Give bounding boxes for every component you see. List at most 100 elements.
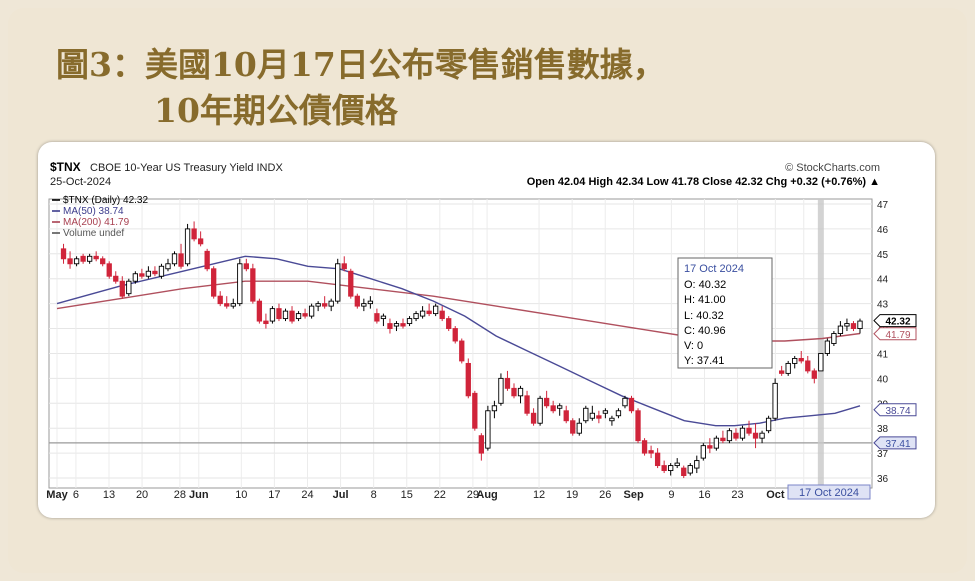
- candle-body: [517, 387, 524, 397]
- candle-body: [100, 258, 106, 265]
- tooltip-line-open: O: 40.32: [684, 279, 726, 291]
- candle-body: [217, 295, 223, 305]
- price-tag-box: [873, 436, 917, 450]
- price-tag-box: [873, 327, 917, 341]
- price-tag-box: [873, 403, 917, 417]
- y-tick-label: 36: [877, 474, 889, 485]
- candle-body: [348, 270, 354, 297]
- candle-body: [694, 460, 700, 469]
- candle-body: [720, 437, 726, 442]
- candle-body: [785, 362, 791, 374]
- candle-body: [798, 357, 804, 362]
- candle-body: [380, 315, 387, 320]
- candle-body: [831, 333, 837, 344]
- candle-body: [106, 263, 112, 277]
- candle-body: [322, 303, 328, 307]
- candle-body: [250, 268, 256, 302]
- candle-body: [609, 417, 615, 422]
- x-tick-label: 8: [371, 489, 377, 501]
- chart-symbol: $TNX: [50, 160, 81, 174]
- tooltip-line-high: H: 41.00: [684, 294, 726, 306]
- candle-body: [433, 305, 439, 315]
- candle-body: [759, 432, 765, 439]
- y-tick-label: 43: [877, 300, 889, 311]
- candle-body: [491, 405, 498, 412]
- price-tags: 42.32 41.79 38.74 37.41: [873, 314, 917, 450]
- candle-body: [413, 313, 419, 320]
- candle-body: [165, 263, 171, 270]
- candle-body: [511, 387, 517, 397]
- candle-body: [837, 325, 844, 334]
- candle-body: [191, 228, 197, 240]
- candle-body: [550, 405, 556, 412]
- cursor-band: [817, 199, 824, 488]
- x-tick-label: 13: [103, 489, 115, 501]
- x-tick-label: 26: [599, 489, 611, 501]
- candle-body: [354, 295, 360, 307]
- candle-body: [126, 280, 132, 295]
- candle-body: [857, 320, 863, 330]
- candle-body: [426, 310, 432, 315]
- cursor-highlight: [817, 199, 824, 488]
- data-tooltip: 17 Oct 2024 O: 40.32 H: 41.00 L: 40.32 C…: [677, 257, 773, 369]
- candle-body: [530, 412, 537, 424]
- candle-body: [211, 268, 217, 297]
- candle-body: [824, 340, 831, 354]
- x-tick-label: 23: [731, 489, 743, 501]
- candle-body: [374, 313, 380, 322]
- figure-title-line2: 10年期公債價格: [154, 91, 398, 130]
- chart-description: CBOE 10-Year US Treasury Yield INDX: [90, 162, 283, 174]
- candle-body: [387, 323, 393, 330]
- candle-body: [850, 323, 857, 330]
- cursor-date-label: 17 Oct 2024: [787, 484, 871, 500]
- candle-body: [302, 313, 308, 317]
- candle-body: [733, 432, 739, 439]
- x-tick-label: 12: [533, 489, 545, 501]
- candle-body: [641, 440, 648, 454]
- candle-body: [256, 300, 263, 322]
- tooltip-line-volume: V: 0: [684, 340, 703, 352]
- candle-body: [596, 415, 602, 419]
- candle-body: [589, 412, 595, 419]
- candle-body: [504, 377, 511, 389]
- candle-body: [844, 323, 850, 327]
- candle-body: [60, 248, 67, 260]
- candle-body: [668, 465, 674, 472]
- candle-body: [465, 362, 471, 397]
- candle-body: [341, 263, 347, 270]
- candle-body: [276, 308, 282, 320]
- x-tick-label: Oct: [766, 489, 785, 501]
- candle-body: [700, 445, 706, 459]
- candle-body: [289, 310, 295, 322]
- candle-body: [459, 340, 465, 362]
- candle-body: [86, 255, 93, 262]
- legend-label: Volume undef: [63, 228, 124, 239]
- x-tick-label: 10: [235, 489, 247, 501]
- x-tick-label: Aug: [476, 489, 497, 501]
- x-tick-label: 20: [136, 489, 148, 501]
- candle-body: [687, 465, 693, 474]
- candle-body: [524, 395, 530, 414]
- y-tick-label: 46: [877, 225, 889, 236]
- candle-body: [400, 323, 406, 327]
- candle-body: [557, 405, 563, 409]
- x-tick-label: 15: [401, 489, 413, 501]
- candle-body: [446, 318, 452, 330]
- candle-body: [615, 410, 622, 417]
- candle-body: [570, 420, 576, 434]
- ohlc-summary: Open 42.04 High 42.34 Low 41.78 Close 42…: [527, 176, 880, 188]
- candle-body: [707, 445, 713, 449]
- price-tag-text: 37.41: [885, 439, 910, 450]
- candle-body: [224, 303, 230, 307]
- candle-body: [145, 270, 152, 277]
- legend-label: $TNX (Daily) 42.32: [63, 195, 148, 206]
- x-tick-label: 22: [434, 489, 446, 501]
- tooltip-line-close: C: 40.96: [684, 325, 726, 337]
- legend-label: MA(200) 41.79: [63, 217, 130, 228]
- candle-body: [622, 397, 628, 407]
- candle-body: [439, 310, 445, 320]
- x-tick-label: 16: [698, 489, 710, 501]
- tooltip-line-y: Y: 37.41: [684, 355, 724, 367]
- candle-body: [67, 258, 73, 265]
